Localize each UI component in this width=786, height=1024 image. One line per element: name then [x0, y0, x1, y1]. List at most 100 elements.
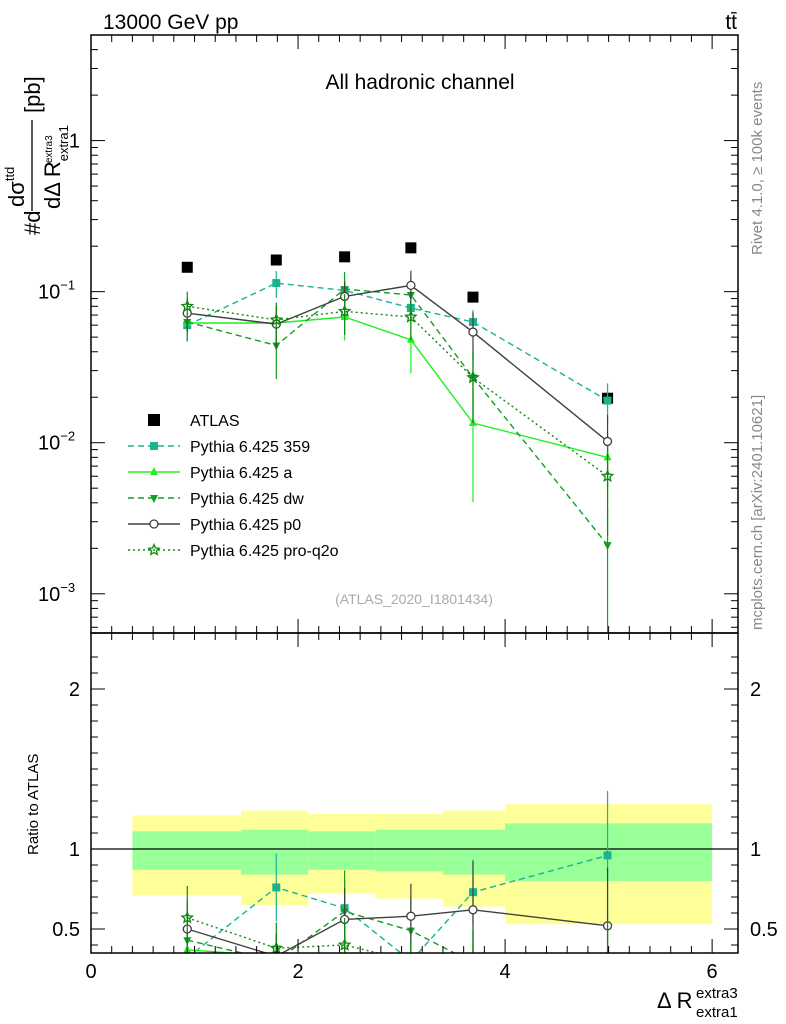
- x-tick-label: 6: [707, 961, 718, 983]
- ratio-point-pq2o: [180, 910, 195, 924]
- ratio-y-tick-label-right: 1: [750, 839, 761, 861]
- data-point-atlas: [467, 291, 479, 303]
- y-tick-base: 10: [38, 584, 60, 606]
- svg-text:#d: #d: [20, 211, 45, 235]
- legend-entry-pa: Pythia 6.425 a: [128, 465, 292, 482]
- svg-text:extra3: extra3: [696, 985, 738, 1002]
- data-point-pp0: [468, 327, 478, 337]
- ratio-line-p359: [192, 854, 608, 953]
- ratio-panel: 0.5 1 2 0.5 1 2 0 2 4 6 Ratio to ATLAS Δ R extra1…: [25, 632, 778, 1021]
- ratio-point-pdw: [272, 958, 280, 966]
- ratio-y-tick-label-left: 2: [69, 679, 80, 701]
- data-point-atlas: [270, 254, 282, 266]
- ratio-point-pq2o: [406, 956, 417, 966]
- ratio-y-tick-label-right: 0.5: [750, 919, 778, 941]
- svg-text:dΔ Rextra1extra3: dΔ Rextra1extra3: [40, 125, 71, 209]
- legend-label-pdw: Pythia 6.425 dw: [190, 491, 304, 508]
- data-point-pq2o: [269, 312, 284, 326]
- ratio-point-pq2o: [337, 937, 352, 951]
- watermark: (ATLAS_2020_I1801434): [335, 591, 493, 607]
- ratio-bands: [132, 804, 713, 925]
- ratio-point-p359: [272, 883, 281, 892]
- y-tick-label: 10−1: [38, 278, 75, 304]
- ratio-point-pq2o: [468, 957, 478, 967]
- ratio-point-pa: [469, 972, 477, 980]
- legend-label-pq2o: Pythia 6.425 pro-q2o: [190, 543, 339, 560]
- ratio-series-pq2o: [180, 885, 613, 967]
- legend-entry-pq2o: Pythia 6.425 pro-q2o: [128, 542, 339, 560]
- legend-entry-pp0: Pythia 6.425 p0: [128, 517, 301, 534]
- data-point-p359: [272, 279, 281, 288]
- main-series: [180, 242, 615, 633]
- main-title: All hadronic channel: [325, 71, 514, 94]
- ratio-point-pdw: [604, 990, 612, 998]
- ratio-line-pdw: [187, 910, 456, 953]
- data-point-pq2o: [600, 469, 615, 483]
- data-point-p359: [603, 396, 612, 405]
- x-tick-label: 2: [292, 961, 303, 983]
- svg-text:Δ R: Δ R: [657, 988, 692, 1013]
- ratio-y-tick-label-left: 0.5: [52, 919, 80, 941]
- ratio-point-pdw: [469, 960, 477, 968]
- ratio-line-pp0: [187, 909, 608, 953]
- svg-text:[pb]: [pb]: [20, 76, 45, 113]
- y-tick-base: 10: [38, 433, 60, 455]
- ratio-series: [180, 790, 613, 998]
- legend-entry-atlas: ATLAS: [148, 413, 240, 430]
- y-tick-exp: −2: [60, 429, 75, 444]
- data-point-pq2o: [466, 370, 480, 384]
- y-tick-label: 10−3: [38, 580, 75, 606]
- legend-label-atlas: ATLAS: [190, 413, 240, 430]
- ratio-xlabel: Δ R extra1 extra3: [657, 985, 738, 1021]
- y-tick-exp: −3: [60, 580, 75, 595]
- series-line-p359: [187, 282, 608, 402]
- ratio-y-tick-label-right: 2: [750, 679, 761, 701]
- ratio-point-pp0: [468, 905, 478, 915]
- series-line-pa: [187, 316, 608, 459]
- data-point-pq2o: [180, 299, 195, 313]
- y-tick-label: 1: [69, 131, 80, 153]
- data-point-pp0: [602, 436, 613, 447]
- ratio-point-p359: [183, 954, 191, 962]
- x-tick-label: 4: [500, 961, 511, 983]
- main-ylabel: #d dσttd dΔ Rextra1extra3 [pb]: [2, 76, 71, 235]
- rivet-version-label: Rivet 4.1.0, ≥ 100k events: [749, 82, 766, 255]
- series-pq2o: [180, 291, 615, 537]
- band-green: [375, 829, 443, 872]
- ratio-line-pq2o: [187, 917, 381, 953]
- data-point-pq2o: [337, 304, 352, 318]
- ratio-ylabel: Ratio to ATLAS: [25, 754, 42, 855]
- legend-marker-pa: [150, 467, 158, 475]
- x-tick-label: 0: [85, 961, 96, 983]
- ratio-line-pa: [187, 949, 242, 953]
- legend-label-p359: Pythia 6.425 359: [190, 439, 310, 456]
- ratio-ticks: 0.5 1 2 0.5 1 2 0 2 4 6: [52, 633, 778, 983]
- y-tick-base: 10: [38, 282, 60, 304]
- legend-entry-pdw: Pythia 6.425 dw: [128, 491, 304, 508]
- process-label: tt̄: [725, 11, 737, 34]
- band-green: [132, 831, 242, 870]
- legend-marker-pdw: [150, 495, 158, 503]
- mcplots-label: mcplots.cern.ch [arXiv:2401.10621]: [749, 395, 766, 630]
- ratio-point-pa: [407, 956, 415, 964]
- y-tick-exp: −1: [60, 278, 75, 293]
- data-point-pq2o: [403, 309, 418, 323]
- main-ticks: 10−310−210−11: [38, 34, 738, 633]
- series-line-pq2o: [187, 305, 609, 477]
- ratio-point-pq2o: [269, 941, 284, 953]
- legend: ATLAS Pythia 6.425 359 Pythia 6.425 a Pythi…: [128, 413, 339, 560]
- data-point-atlas: [181, 261, 193, 273]
- main-panel: All hadronic channel (ATLAS_2020_I180143…: [2, 34, 739, 634]
- data-point-pdw: [603, 542, 612, 551]
- ratio-point-p359: [407, 957, 415, 965]
- ratio-point-pq2o: [602, 956, 613, 966]
- band-green: [241, 829, 309, 875]
- band-green: [442, 829, 506, 875]
- legend-marker-pp0: [149, 519, 159, 529]
- y-tick-label: 10−2: [38, 429, 75, 455]
- series-line-pp0: [187, 284, 609, 442]
- legend-marker-pq2o: [147, 542, 161, 556]
- data-point-atlas: [339, 251, 351, 263]
- ratio-frame: [90, 632, 739, 954]
